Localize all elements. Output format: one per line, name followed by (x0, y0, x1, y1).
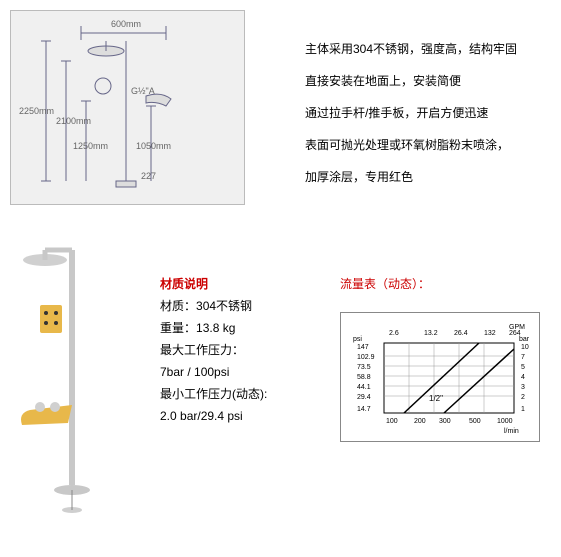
spec-material: 材质：304不锈钢 (160, 297, 310, 315)
spec-section: 材质说明 材质：304不锈钢 重量：13.8 kg 最大工作压力： 7bar /… (160, 275, 310, 515)
svg-text:13.2: 13.2 (424, 330, 438, 337)
technical-diagram: 600mm 2250mm 2100mm 1250mm 1050mm G½"A 2… (10, 10, 245, 205)
svg-text:58.8: 58.8 (357, 374, 371, 381)
svg-text:200: 200 (414, 418, 426, 425)
dim-base: 227 (141, 171, 156, 181)
flow-section: 流量表（动态）： GPM 2.613.226.4132264 psi bar 1… (340, 275, 540, 515)
svg-text:2.6: 2.6 (389, 330, 399, 337)
svg-text:14.7: 14.7 (357, 406, 371, 413)
svg-text:132: 132 (484, 330, 496, 337)
svg-text:26.4: 26.4 (454, 330, 468, 337)
curve-label: 1/2" (429, 394, 443, 403)
chart-unit-psi: psi (353, 336, 362, 343)
svg-text:2: 2 (521, 394, 525, 401)
svg-text:500: 500 (469, 418, 481, 425)
features-list: 主体采用304不锈钢，强度高，结构牢固 直接安装在地面上，安装简便 通过拉手杆/… (305, 40, 517, 205)
spec-max-pressure-value: 7bar / 100psi (160, 363, 310, 381)
product-photo (10, 235, 130, 515)
dim-pipe: G½"A (131, 86, 155, 96)
svg-text:44.1: 44.1 (357, 384, 371, 391)
flow-chart: GPM 2.613.226.4132264 psi bar 14710 102.… (340, 312, 540, 442)
dim-left-mid: 2100mm (56, 116, 91, 126)
dim-left-full: 2250mm (19, 106, 54, 116)
feature-item: 表面可抛光处理或环氧树脂粉末喷涂， (305, 136, 517, 154)
dim-top: 600mm (111, 19, 141, 29)
chart-unit-bar: bar (519, 336, 530, 343)
flow-title: 流量表（动态）： (340, 275, 540, 292)
svg-text:10: 10 (521, 344, 529, 351)
svg-text:5: 5 (521, 364, 525, 371)
feature-item: 直接安装在地面上，安装简便 (305, 72, 517, 90)
spec-min-pressure-label: 最小工作压力(动态): (160, 385, 310, 403)
chart-unit-lmin: l/min (504, 428, 519, 435)
svg-text:7: 7 (521, 354, 525, 361)
svg-text:147: 147 (357, 344, 369, 351)
svg-text:3: 3 (521, 384, 525, 391)
svg-text:102.9: 102.9 (357, 354, 375, 361)
svg-text:1: 1 (521, 406, 525, 413)
svg-text:73.5: 73.5 (357, 364, 371, 371)
svg-text:1000: 1000 (497, 418, 513, 425)
svg-text:29.4: 29.4 (357, 394, 371, 401)
dim-right-low: 1050mm (136, 141, 171, 151)
spec-weight: 重量：13.8 kg (160, 319, 310, 337)
dim-left-low: 1250mm (73, 141, 108, 151)
feature-item: 通过拉手杆/推手板，开启方便迅速 (305, 104, 517, 122)
spec-max-pressure-label: 最大工作压力： (160, 341, 310, 359)
svg-text:300: 300 (439, 418, 451, 425)
svg-text:100: 100 (386, 418, 398, 425)
spec-min-pressure-value: 2.0 bar/29.4 psi (160, 407, 310, 425)
feature-item: 主体采用304不锈钢，强度高，结构牢固 (305, 40, 517, 58)
svg-text:4: 4 (521, 374, 525, 381)
spec-title: 材质说明 (160, 275, 310, 293)
feature-item: 加厚涂层，专用红色 (305, 168, 517, 186)
